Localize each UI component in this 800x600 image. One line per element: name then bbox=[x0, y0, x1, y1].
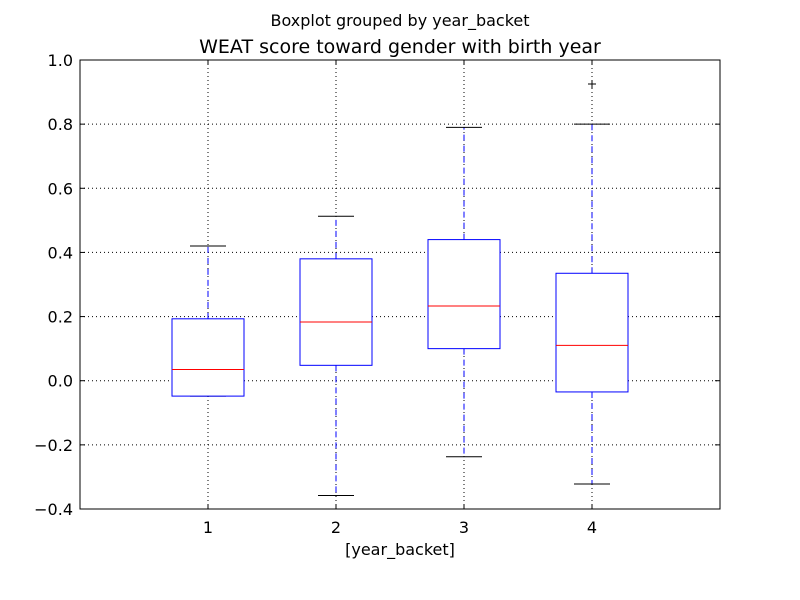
box-group-3 bbox=[427, 126, 501, 458]
iqr-box bbox=[427, 239, 501, 350]
boxes-group bbox=[171, 80, 629, 497]
axis-ticks: −0.4 −0.2 0.0 0.2 0.4 0.6 0.8 1.0 1 2 3 4 bbox=[34, 51, 720, 537]
box-group-1 bbox=[171, 245, 245, 397]
x-axis-label: [year_backet] bbox=[345, 540, 455, 560]
chart-title: WEAT score toward gender with birth year bbox=[199, 36, 601, 58]
iqr-box bbox=[299, 258, 373, 366]
x-tick-label: 2 bbox=[331, 518, 341, 537]
y-tick-label: 0.8 bbox=[48, 115, 73, 134]
plot-frame bbox=[79, 59, 721, 510]
y-tick-label: 1.0 bbox=[48, 51, 73, 70]
outlier-marker bbox=[588, 80, 596, 89]
y-tick-label: −0.4 bbox=[34, 500, 73, 519]
y-tick-label: 0.2 bbox=[48, 308, 73, 327]
iqr-box bbox=[555, 272, 629, 393]
x-tick-label: 4 bbox=[587, 518, 597, 537]
box-group-2 bbox=[299, 215, 373, 497]
box-group-4 bbox=[555, 80, 629, 485]
y-tick-label: 0.4 bbox=[48, 243, 73, 262]
x-tick-label: 1 bbox=[203, 518, 213, 537]
y-tick-label: 0.0 bbox=[48, 372, 73, 391]
iqr-box bbox=[171, 318, 245, 397]
y-tick-label: 0.6 bbox=[48, 179, 73, 198]
chart-suptitle: Boxplot grouped by year_backet bbox=[270, 11, 529, 31]
y-tick-label: −0.2 bbox=[34, 436, 73, 455]
x-tick-label: 3 bbox=[459, 518, 469, 537]
